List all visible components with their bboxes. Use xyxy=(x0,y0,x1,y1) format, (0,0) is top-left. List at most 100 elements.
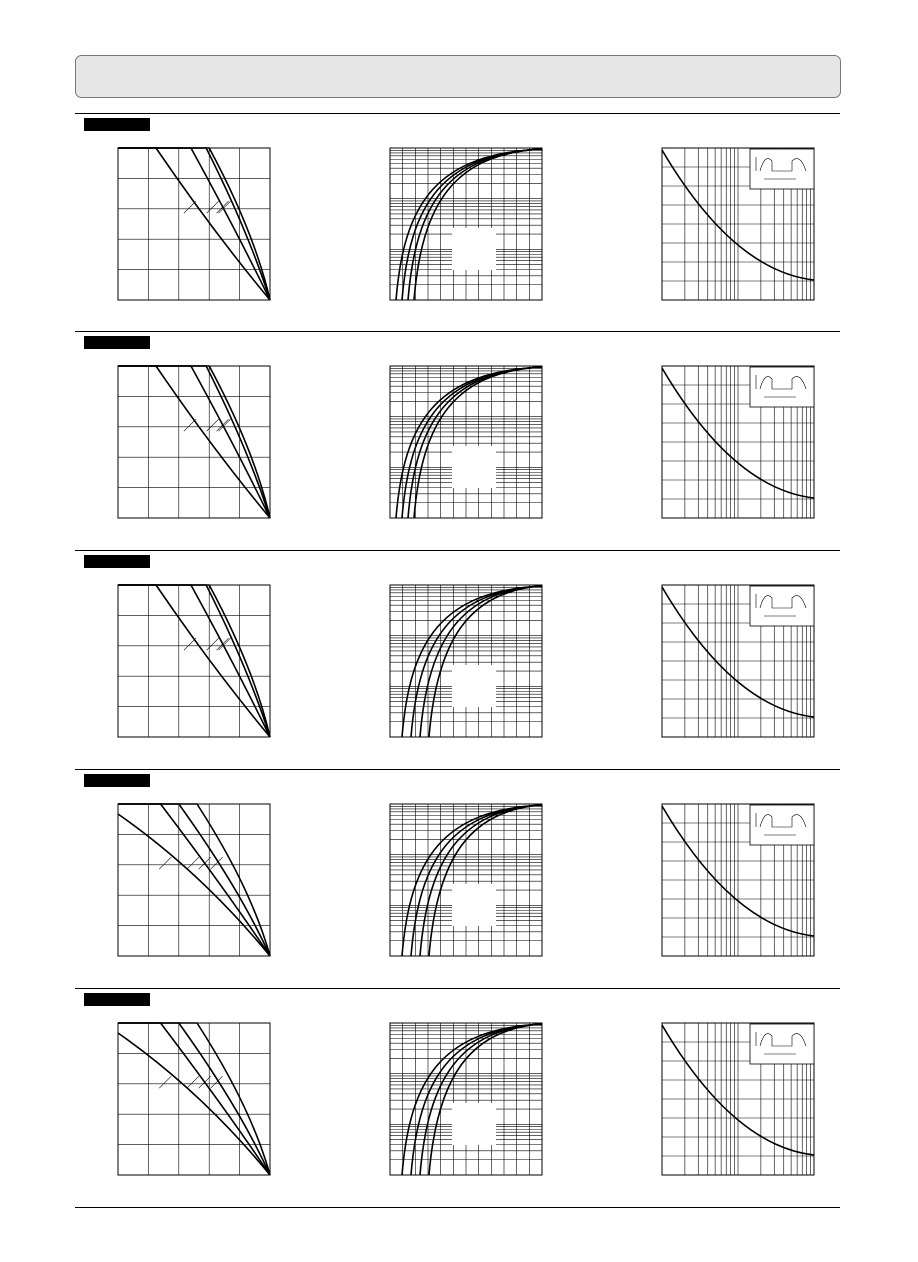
leader-line xyxy=(198,1075,211,1089)
chart-frame xyxy=(389,803,543,957)
section-tag xyxy=(84,774,150,787)
derating-chart xyxy=(117,147,271,301)
curve xyxy=(428,1023,543,1176)
curve xyxy=(118,1022,271,1176)
curve xyxy=(428,804,543,957)
label-mask xyxy=(452,1103,496,1145)
label-mask xyxy=(452,665,496,707)
characteristic-chart xyxy=(389,147,543,301)
curve xyxy=(118,584,271,738)
label-mask xyxy=(452,884,496,926)
leader-line xyxy=(158,1075,172,1089)
leader-line xyxy=(186,856,200,870)
section-tag xyxy=(84,555,150,568)
curve xyxy=(118,584,271,738)
leader-line xyxy=(183,418,197,432)
curve xyxy=(118,803,271,957)
label-mask xyxy=(452,228,496,270)
curve xyxy=(118,584,271,738)
chart-frame xyxy=(117,584,271,738)
curve xyxy=(118,365,271,519)
transient-chart xyxy=(661,147,815,301)
curve xyxy=(118,147,271,301)
curve xyxy=(117,813,271,957)
leader-line xyxy=(210,856,223,870)
section xyxy=(75,331,840,519)
leader-line xyxy=(218,418,231,432)
characteristic-chart xyxy=(389,584,543,738)
derating-chart xyxy=(117,1022,271,1176)
label-mask xyxy=(452,446,496,488)
curve xyxy=(661,805,815,937)
curve xyxy=(118,365,271,519)
waveform xyxy=(759,376,807,390)
curve xyxy=(117,1032,271,1176)
chart-frame xyxy=(389,365,543,519)
curve xyxy=(118,1022,271,1176)
curve xyxy=(413,366,543,519)
transient-chart xyxy=(661,365,815,519)
curve xyxy=(661,586,815,718)
transient-chart xyxy=(661,803,815,957)
section-tag xyxy=(84,118,150,131)
waveform-inset xyxy=(749,366,815,408)
transient-chart xyxy=(661,1022,815,1176)
leader-line xyxy=(218,200,231,214)
curve xyxy=(118,365,271,519)
derating-chart xyxy=(117,365,271,519)
curve xyxy=(661,1024,815,1156)
curve xyxy=(661,149,815,281)
transient-chart xyxy=(661,584,815,738)
curve xyxy=(661,367,815,499)
chart-frame xyxy=(661,803,815,957)
chart-frame xyxy=(661,147,815,301)
leader-line xyxy=(198,856,211,870)
section xyxy=(75,113,840,301)
chart-frame xyxy=(117,365,271,519)
derating-chart xyxy=(117,803,271,957)
curve xyxy=(419,585,543,738)
characteristic-chart xyxy=(389,1022,543,1176)
section xyxy=(75,769,840,957)
leader-line xyxy=(206,637,219,651)
waveform xyxy=(759,158,807,172)
chart-frame xyxy=(661,1022,815,1176)
characteristic-chart xyxy=(389,803,543,957)
curve xyxy=(118,1022,271,1176)
chart-frame xyxy=(389,584,543,738)
curve xyxy=(118,147,271,301)
curve xyxy=(118,365,271,519)
curve xyxy=(118,803,271,957)
section xyxy=(75,988,840,1176)
leader-line xyxy=(206,418,219,432)
leader-line xyxy=(210,1075,223,1089)
curve xyxy=(118,803,271,957)
leader-line xyxy=(216,200,229,214)
chart-frame xyxy=(661,584,815,738)
curve xyxy=(419,804,543,957)
waveform-inset xyxy=(749,1023,815,1065)
waveform-inset xyxy=(749,804,815,846)
leader-line xyxy=(206,200,219,214)
curve xyxy=(428,585,543,738)
waveform xyxy=(759,1033,807,1047)
leader-line xyxy=(186,1075,200,1089)
derating-chart xyxy=(117,584,271,738)
curve xyxy=(118,147,271,301)
section xyxy=(75,550,840,738)
characteristic-chart xyxy=(389,365,543,519)
header-box xyxy=(75,55,841,98)
leader-line xyxy=(183,200,197,214)
chart-frame xyxy=(389,147,543,301)
chart-frame xyxy=(389,1022,543,1176)
curve xyxy=(413,148,543,301)
waveform xyxy=(759,595,807,609)
leader-line xyxy=(158,856,172,870)
chart-frame xyxy=(661,365,815,519)
waveform-inset xyxy=(749,148,815,190)
curve xyxy=(419,1023,543,1176)
waveform xyxy=(759,814,807,828)
leader-line xyxy=(183,637,197,651)
